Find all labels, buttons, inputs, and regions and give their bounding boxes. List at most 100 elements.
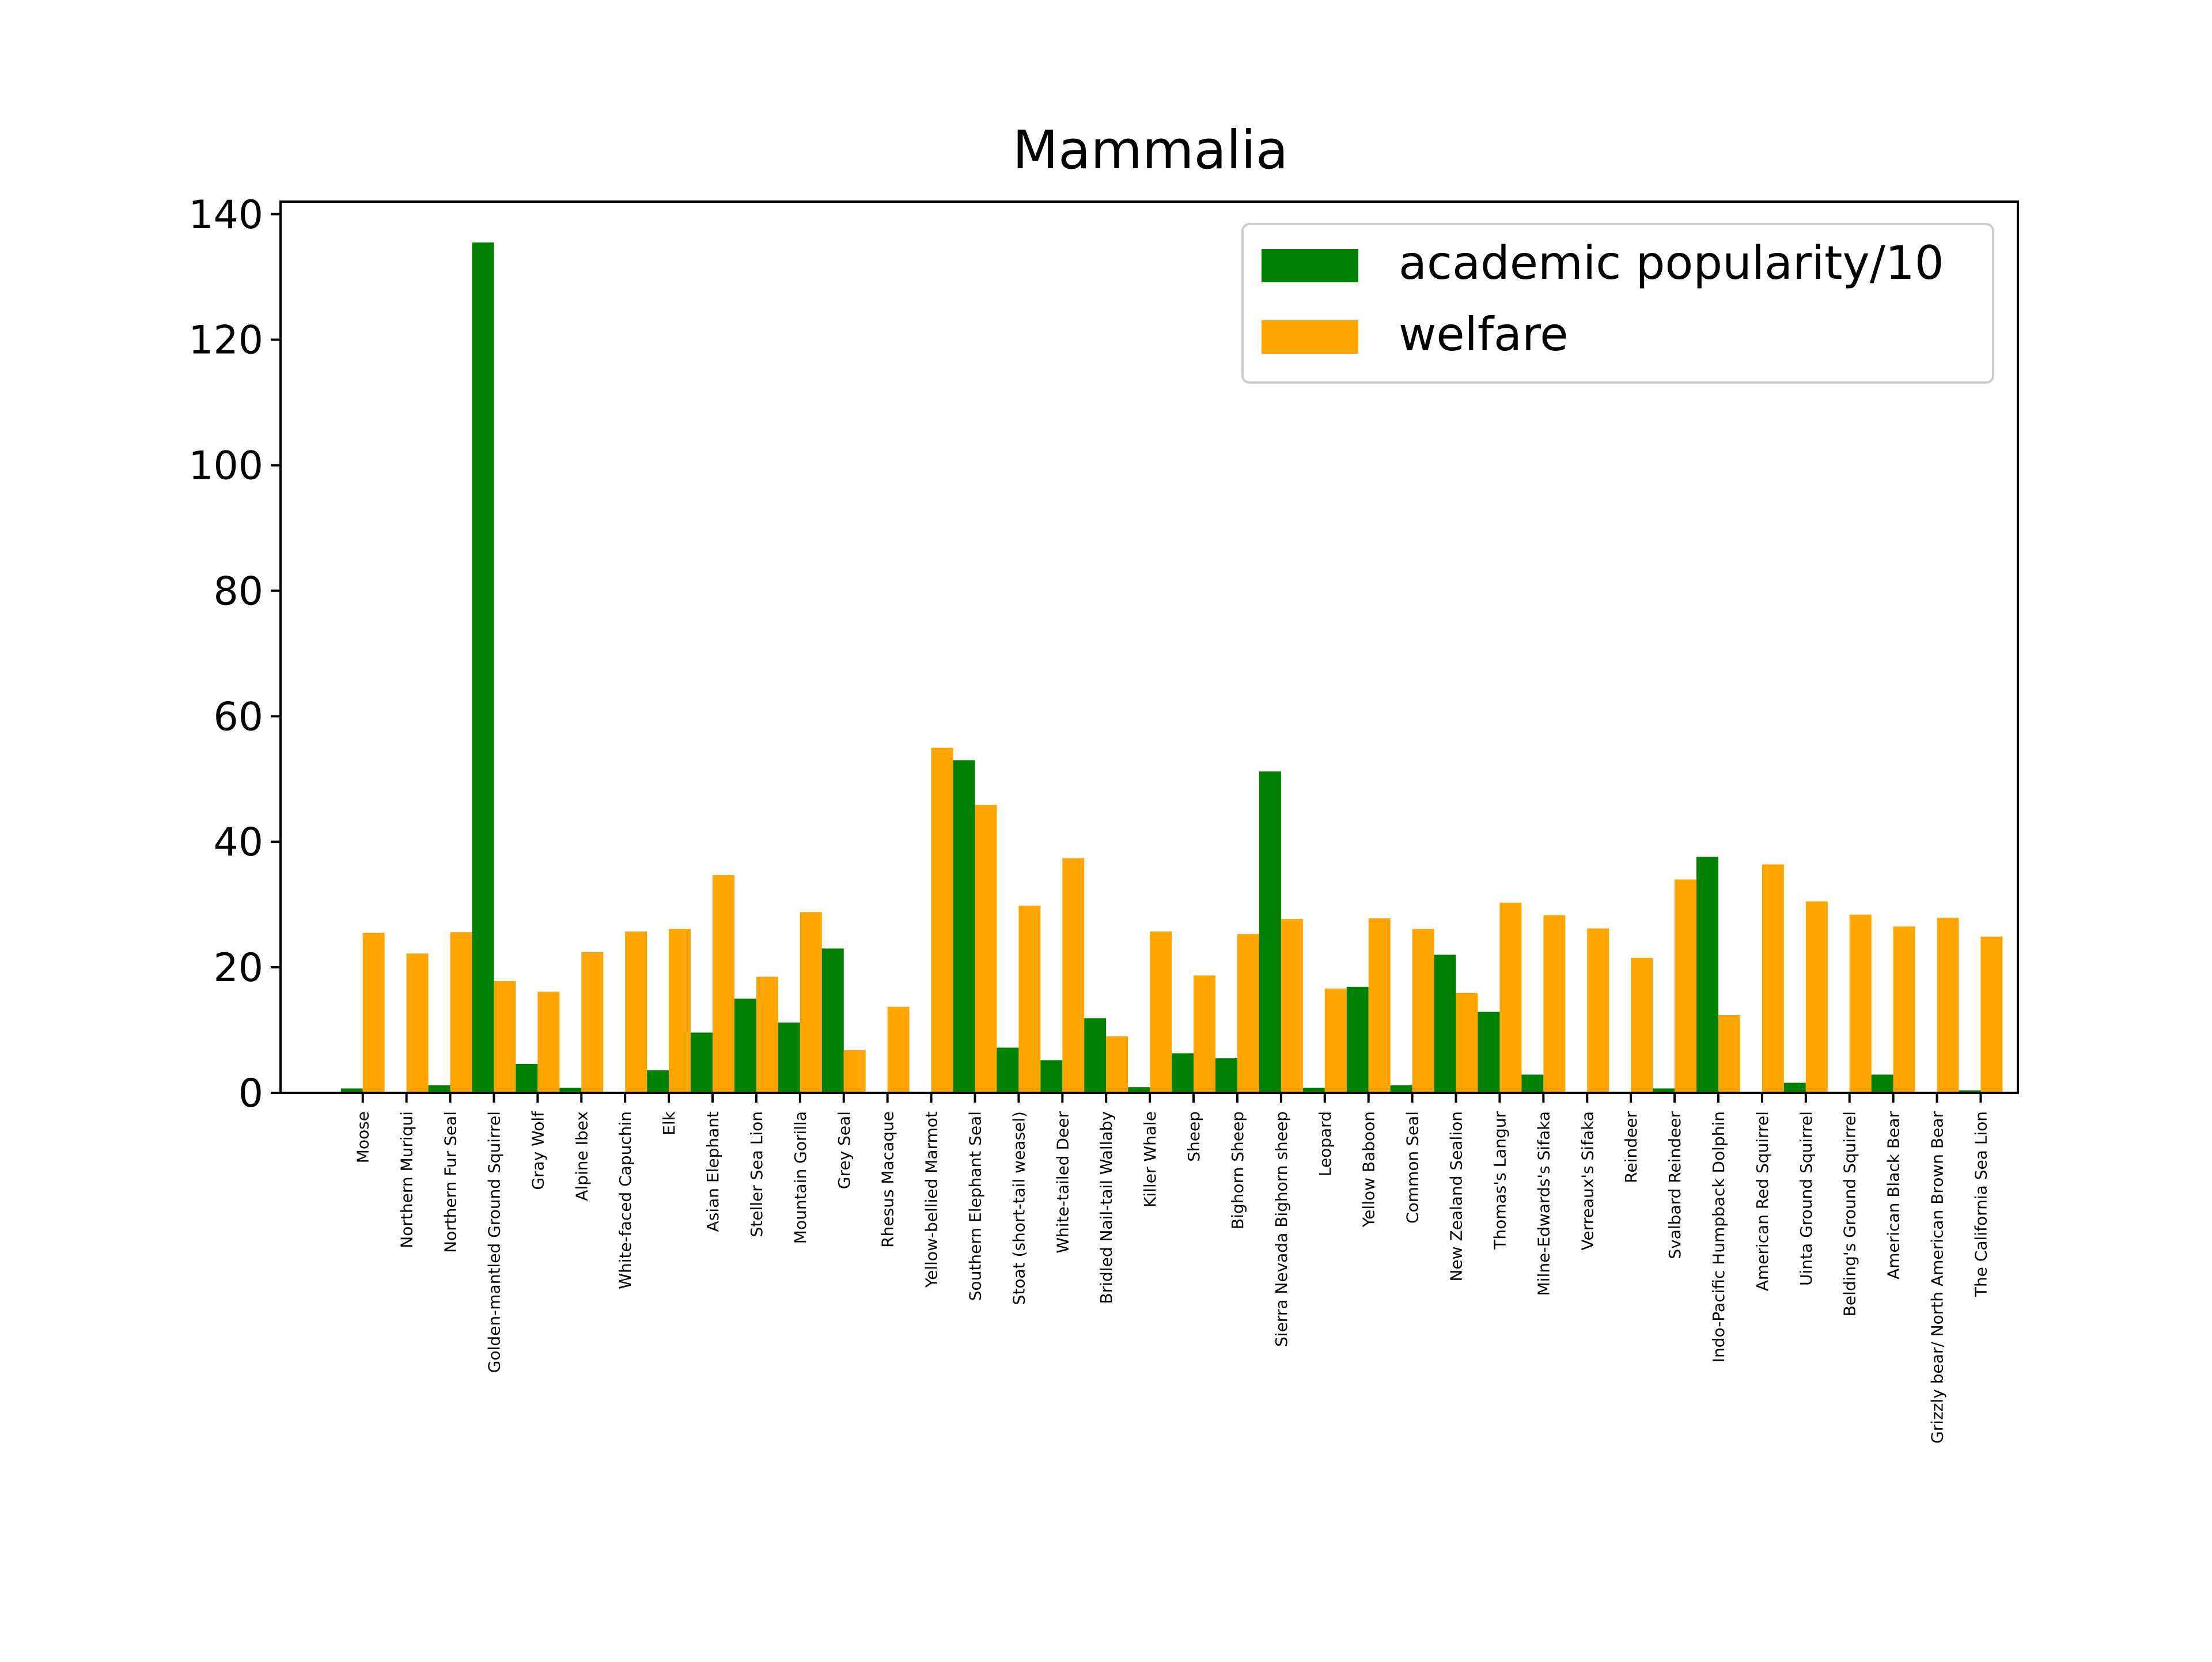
x-tick-label: Indo-Pacific Humpback Dolphin — [1709, 1111, 1728, 1362]
x-tick-label: Sheep — [1184, 1111, 1203, 1162]
x-tick-label: Rhesus Macaque — [878, 1111, 897, 1248]
x-tick-label: Grey Seal — [835, 1111, 854, 1189]
bar-academic-popularity — [559, 1088, 582, 1093]
bar-welfare — [537, 991, 560, 1093]
x-tick-label: Leopard — [1316, 1111, 1335, 1176]
x-tick-label: Steller Sea Lion — [747, 1111, 766, 1237]
x-tick-label: Belding's Ground Squirrel — [1840, 1111, 1859, 1316]
x-tick-label: White-faced Capuchin — [616, 1111, 635, 1289]
y-tick-label: 120 — [188, 318, 263, 364]
x-tick-label: Common Seal — [1403, 1111, 1422, 1224]
bar-academic-popularity — [1783, 1082, 1806, 1093]
bar-welfare — [1631, 957, 1653, 1093]
bar-welfare — [713, 874, 734, 1093]
bar-academic-popularity — [647, 1070, 669, 1093]
bar-academic-popularity — [516, 1063, 538, 1093]
x-tick-label: Bighorn Sheep — [1228, 1111, 1247, 1229]
bar-welfare — [1368, 918, 1391, 1093]
x-tick-label: The California Sea Lion — [1971, 1111, 1990, 1297]
bar-academic-popularity — [734, 998, 756, 1093]
bar-academic-popularity — [1871, 1074, 1893, 1093]
bar-welfare — [362, 933, 385, 1093]
bar-academic-popularity — [1653, 1088, 1675, 1093]
x-tick-label: Svalbard Reindeer — [1665, 1111, 1684, 1259]
x-tick-label: Grizzly bear/ North American Brown Bear — [1928, 1111, 1947, 1444]
x-tick-label: Asian Elephant — [703, 1111, 722, 1232]
x-tick-label: Killer Whale — [1141, 1111, 1160, 1207]
bar-academic-popularity — [778, 1022, 800, 1093]
legend: academic popularity/10 welfare — [1241, 223, 1994, 384]
x-tick-label: Elk — [660, 1111, 679, 1135]
bar-welfare — [1499, 902, 1522, 1093]
bar-academic-popularity — [1696, 857, 1718, 1093]
x-tick-label: Thomas's Langur — [1490, 1111, 1509, 1250]
bar-welfare — [1281, 919, 1303, 1093]
bar-academic-popularity — [691, 1032, 713, 1093]
y-tick-label: 140 — [188, 192, 263, 238]
bar-welfare — [1150, 932, 1172, 1093]
bar-academic-popularity — [1959, 1090, 1981, 1093]
x-tick-label: Mountain Gorilla — [791, 1111, 810, 1244]
bar-welfare — [1805, 901, 1828, 1093]
legend-swatch — [1262, 320, 1358, 354]
bar-welfare — [581, 952, 604, 1093]
bar-academic-popularity — [821, 948, 844, 1093]
bars-layer — [340, 242, 2003, 1093]
x-tick-label: Yellow Baboon — [1359, 1111, 1378, 1228]
legend-box — [1241, 223, 1994, 384]
bar-welfare — [1937, 918, 1959, 1093]
bar-welfare — [1412, 929, 1434, 1093]
plot-frame — [279, 200, 2019, 1094]
y-tick-label: 20 — [213, 945, 263, 991]
x-tick-label: Southern Elephant Seal — [965, 1111, 984, 1301]
bar-academic-popularity — [428, 1085, 450, 1093]
bar-welfare — [406, 953, 429, 1093]
x-tick-label: Northern Fur Seal — [441, 1111, 460, 1253]
bar-academic-popularity — [1259, 771, 1281, 1093]
bar-academic-popularity — [1302, 1088, 1325, 1093]
bar-welfare — [1762, 864, 1784, 1093]
x-tick-label: Golden-mantled Ground Squirrel — [484, 1111, 503, 1373]
bar-welfare — [1543, 915, 1566, 1093]
x-tick-label: Sierra Nevada Bighorn sheep — [1272, 1111, 1291, 1347]
bar-welfare — [887, 1006, 910, 1093]
x-tick-label: American Black Bear — [1884, 1111, 1903, 1279]
bar-welfare — [1237, 934, 1259, 1093]
y-axis: 0 20 40 60 80 100 120 140 — [188, 192, 281, 1116]
y-tick-label: 0 — [238, 1071, 263, 1116]
bar-academic-popularity — [1346, 986, 1369, 1093]
y-tick-label: 60 — [213, 694, 263, 740]
x-tick-label: White-tailed Deer — [1053, 1111, 1072, 1254]
x-tick-label: Milne-Edwards's Sifaka — [1534, 1111, 1553, 1296]
bar-welfare — [800, 912, 822, 1093]
bar-academic-popularity — [472, 242, 494, 1093]
x-tick-label: New Zealand Sealion — [1447, 1111, 1466, 1282]
bar-academic-popularity — [1478, 1012, 1500, 1093]
bar-welfare — [669, 929, 691, 1093]
bar-academic-popularity — [1128, 1087, 1150, 1093]
bar-welfare — [1018, 906, 1041, 1093]
bar-welfare — [1893, 926, 1915, 1093]
y-tick-label: 100 — [188, 444, 263, 489]
x-tick-label: Gray Wolf — [528, 1111, 547, 1190]
x-tick-label: Bridled Nail-tail Wallaby — [1097, 1111, 1116, 1304]
bar-academic-popularity — [1172, 1053, 1194, 1093]
x-tick-label: Moose — [354, 1111, 373, 1163]
bar-welfare — [1587, 928, 1609, 1093]
y-tick-label: 40 — [213, 820, 263, 865]
x-tick-label: Alpine Ibex — [572, 1111, 591, 1201]
bar-welfare — [1718, 1014, 1740, 1093]
x-tick-label: Yellow-bellied Marmot — [922, 1111, 941, 1288]
bar-welfare — [1980, 936, 2003, 1093]
bar-academic-popularity — [1434, 955, 1456, 1093]
bar-academic-popularity — [1390, 1085, 1412, 1093]
bar-welfare — [494, 981, 516, 1093]
bar-academic-popularity — [953, 760, 975, 1093]
bar-academic-popularity — [997, 1047, 1019, 1093]
x-tick-label: Stoat (short-tail weasel) — [1009, 1111, 1028, 1305]
bar-welfare — [625, 932, 647, 1093]
bar-academic-popularity — [1215, 1058, 1237, 1093]
legend-swatch — [1262, 249, 1358, 282]
bar-academic-popularity — [1521, 1074, 1544, 1093]
